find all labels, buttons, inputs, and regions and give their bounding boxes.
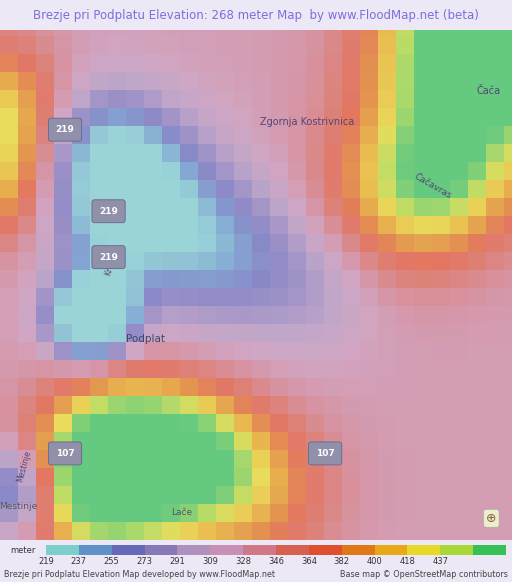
Text: 382: 382 — [334, 557, 350, 566]
Text: Lače: Lače — [171, 508, 193, 517]
Text: 107: 107 — [56, 449, 74, 458]
Text: 273: 273 — [137, 557, 153, 566]
Text: 219: 219 — [38, 557, 54, 566]
Bar — [46, 545, 79, 555]
Text: 309: 309 — [202, 557, 218, 566]
Bar — [375, 545, 408, 555]
FancyBboxPatch shape — [92, 200, 125, 223]
Text: 219: 219 — [56, 125, 74, 134]
Bar — [440, 545, 473, 555]
FancyBboxPatch shape — [48, 118, 82, 141]
Bar — [178, 545, 210, 555]
Text: Zgornja Kostrivnica: Zgornja Kostrivnica — [260, 117, 354, 127]
Bar — [408, 545, 440, 555]
Bar — [79, 545, 112, 555]
Text: 346: 346 — [268, 557, 284, 566]
Text: 237: 237 — [71, 557, 87, 566]
Bar — [473, 545, 506, 555]
Text: 437: 437 — [432, 557, 449, 566]
Text: meter: meter — [10, 545, 35, 555]
Text: Čača: Čača — [477, 87, 501, 97]
Text: Čačavras: Čačavras — [413, 172, 453, 200]
Text: Base map © OpenStreetMap contributors: Base map © OpenStreetMap contributors — [340, 570, 508, 579]
FancyBboxPatch shape — [48, 442, 82, 465]
Bar — [144, 545, 178, 555]
Text: 364: 364 — [301, 557, 317, 566]
Bar — [276, 545, 309, 555]
Text: Brezje pri Podplatu Elevation Map developed by www.FloodMap.net: Brezje pri Podplatu Elevation Map develo… — [4, 570, 275, 579]
Text: 418: 418 — [399, 557, 415, 566]
Text: 219: 219 — [99, 253, 118, 262]
Bar — [309, 545, 342, 555]
Text: 107: 107 — [316, 449, 334, 458]
Text: Mestinje: Mestinje — [0, 502, 37, 512]
Text: Podplat: Podplat — [126, 333, 165, 344]
Text: 219: 219 — [99, 207, 118, 216]
Text: Krtince: Krtince — [104, 248, 119, 276]
FancyBboxPatch shape — [92, 246, 125, 269]
Text: 291: 291 — [169, 557, 185, 566]
Text: Brezje pri Podplatu Elevation: 268 meter Map  by www.FloodMap.net (beta): Brezje pri Podplatu Elevation: 268 meter… — [33, 9, 479, 22]
FancyBboxPatch shape — [308, 442, 342, 465]
Text: 400: 400 — [367, 557, 382, 566]
Text: Mestinje: Mestinje — [16, 449, 33, 483]
Bar — [112, 545, 144, 555]
Text: ⊕: ⊕ — [486, 512, 497, 525]
Bar — [342, 545, 375, 555]
Text: 255: 255 — [104, 557, 120, 566]
Bar — [210, 545, 243, 555]
Text: 328: 328 — [235, 557, 251, 566]
Bar — [243, 545, 276, 555]
